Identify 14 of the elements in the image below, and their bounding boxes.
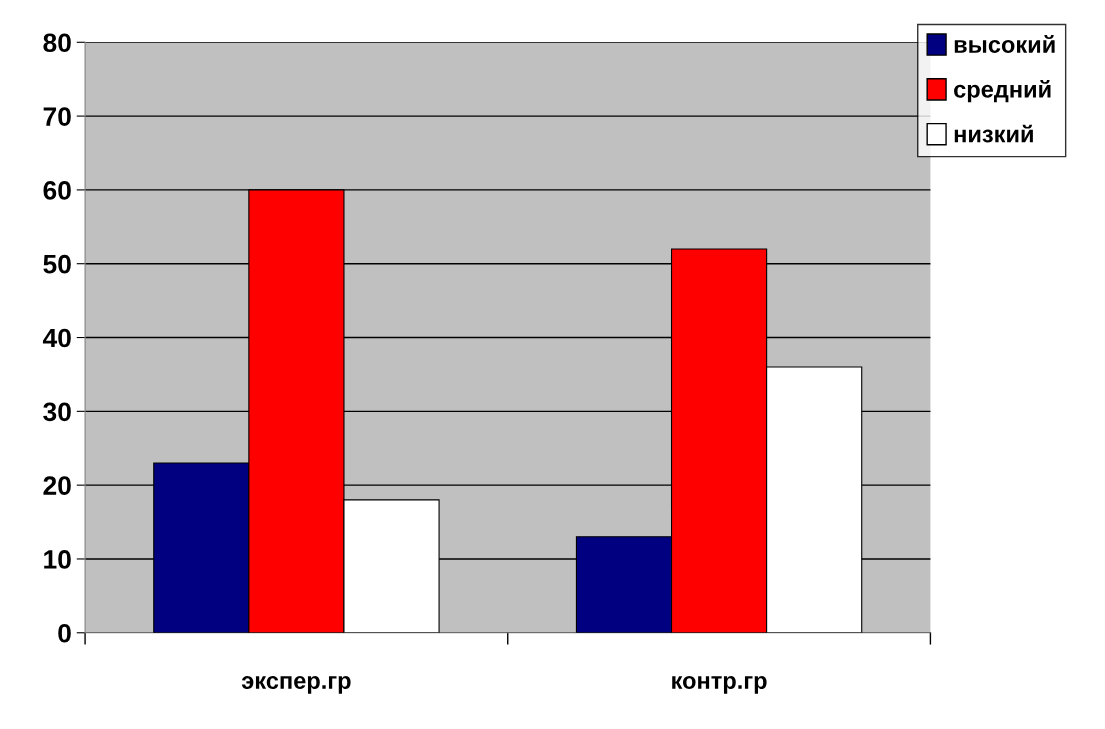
y-tick-label: 0 <box>58 623 71 643</box>
y-tick-label: 10 <box>44 550 71 569</box>
x-tick-label: экспер.гр <box>241 676 351 694</box>
y-tick-label: 20 <box>43 476 71 495</box>
y-tick-label: 80 <box>43 33 71 53</box>
legend-label: высокий <box>954 35 1055 53</box>
legend-label: низкий <box>954 124 1033 143</box>
y-tick-label: 70 <box>43 107 71 126</box>
y-tick-label: 40 <box>42 328 71 348</box>
y-tick-label: 30 <box>43 402 71 422</box>
y-tick-label: 60 <box>43 181 71 200</box>
legend-label: средний <box>954 79 1051 103</box>
y-tick-label: 50 <box>43 254 71 274</box>
x-tick-label: контр.гр <box>672 676 767 694</box>
